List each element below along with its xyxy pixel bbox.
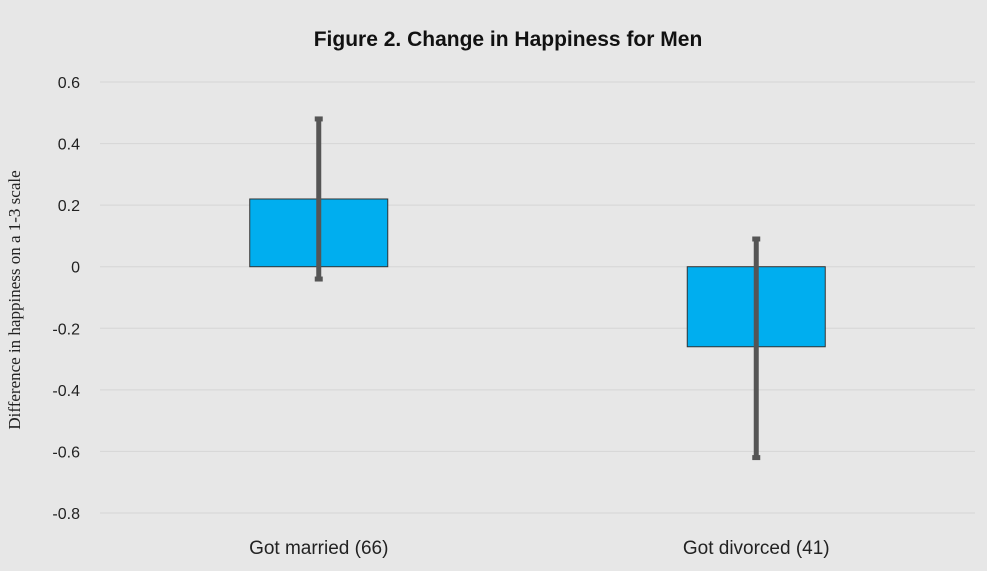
y-tick-label: 0.2: [58, 198, 80, 215]
y-tick-label: -0.8: [52, 506, 80, 523]
y-tick-label: 0.4: [58, 137, 80, 154]
x-category-label: Got divorced (41): [683, 538, 830, 559]
x-axis-categories: Got married (66) Got divorced (41): [249, 538, 830, 559]
y-tick-label: 0: [71, 260, 80, 277]
x-category-label: Got married (66): [249, 538, 388, 559]
y-tick-label: -0.2: [52, 321, 80, 338]
y-tick-label: -0.4: [52, 383, 80, 400]
error-bars: [314, 116, 761, 461]
chart-title: Figure 2. Change in Happiness for Men: [314, 28, 703, 51]
bars: [249, 198, 826, 348]
y-axis-ticks: 0.6 0.4 0.2 0 -0.2 -0.4 -0.6 -0.8: [52, 75, 80, 523]
gridlines: [100, 81, 975, 514]
y-tick-label: 0.6: [58, 75, 80, 92]
y-tick-label: -0.6: [52, 444, 80, 461]
y-axis-label: Difference in happiness on a 1-3 scale: [5, 170, 24, 429]
